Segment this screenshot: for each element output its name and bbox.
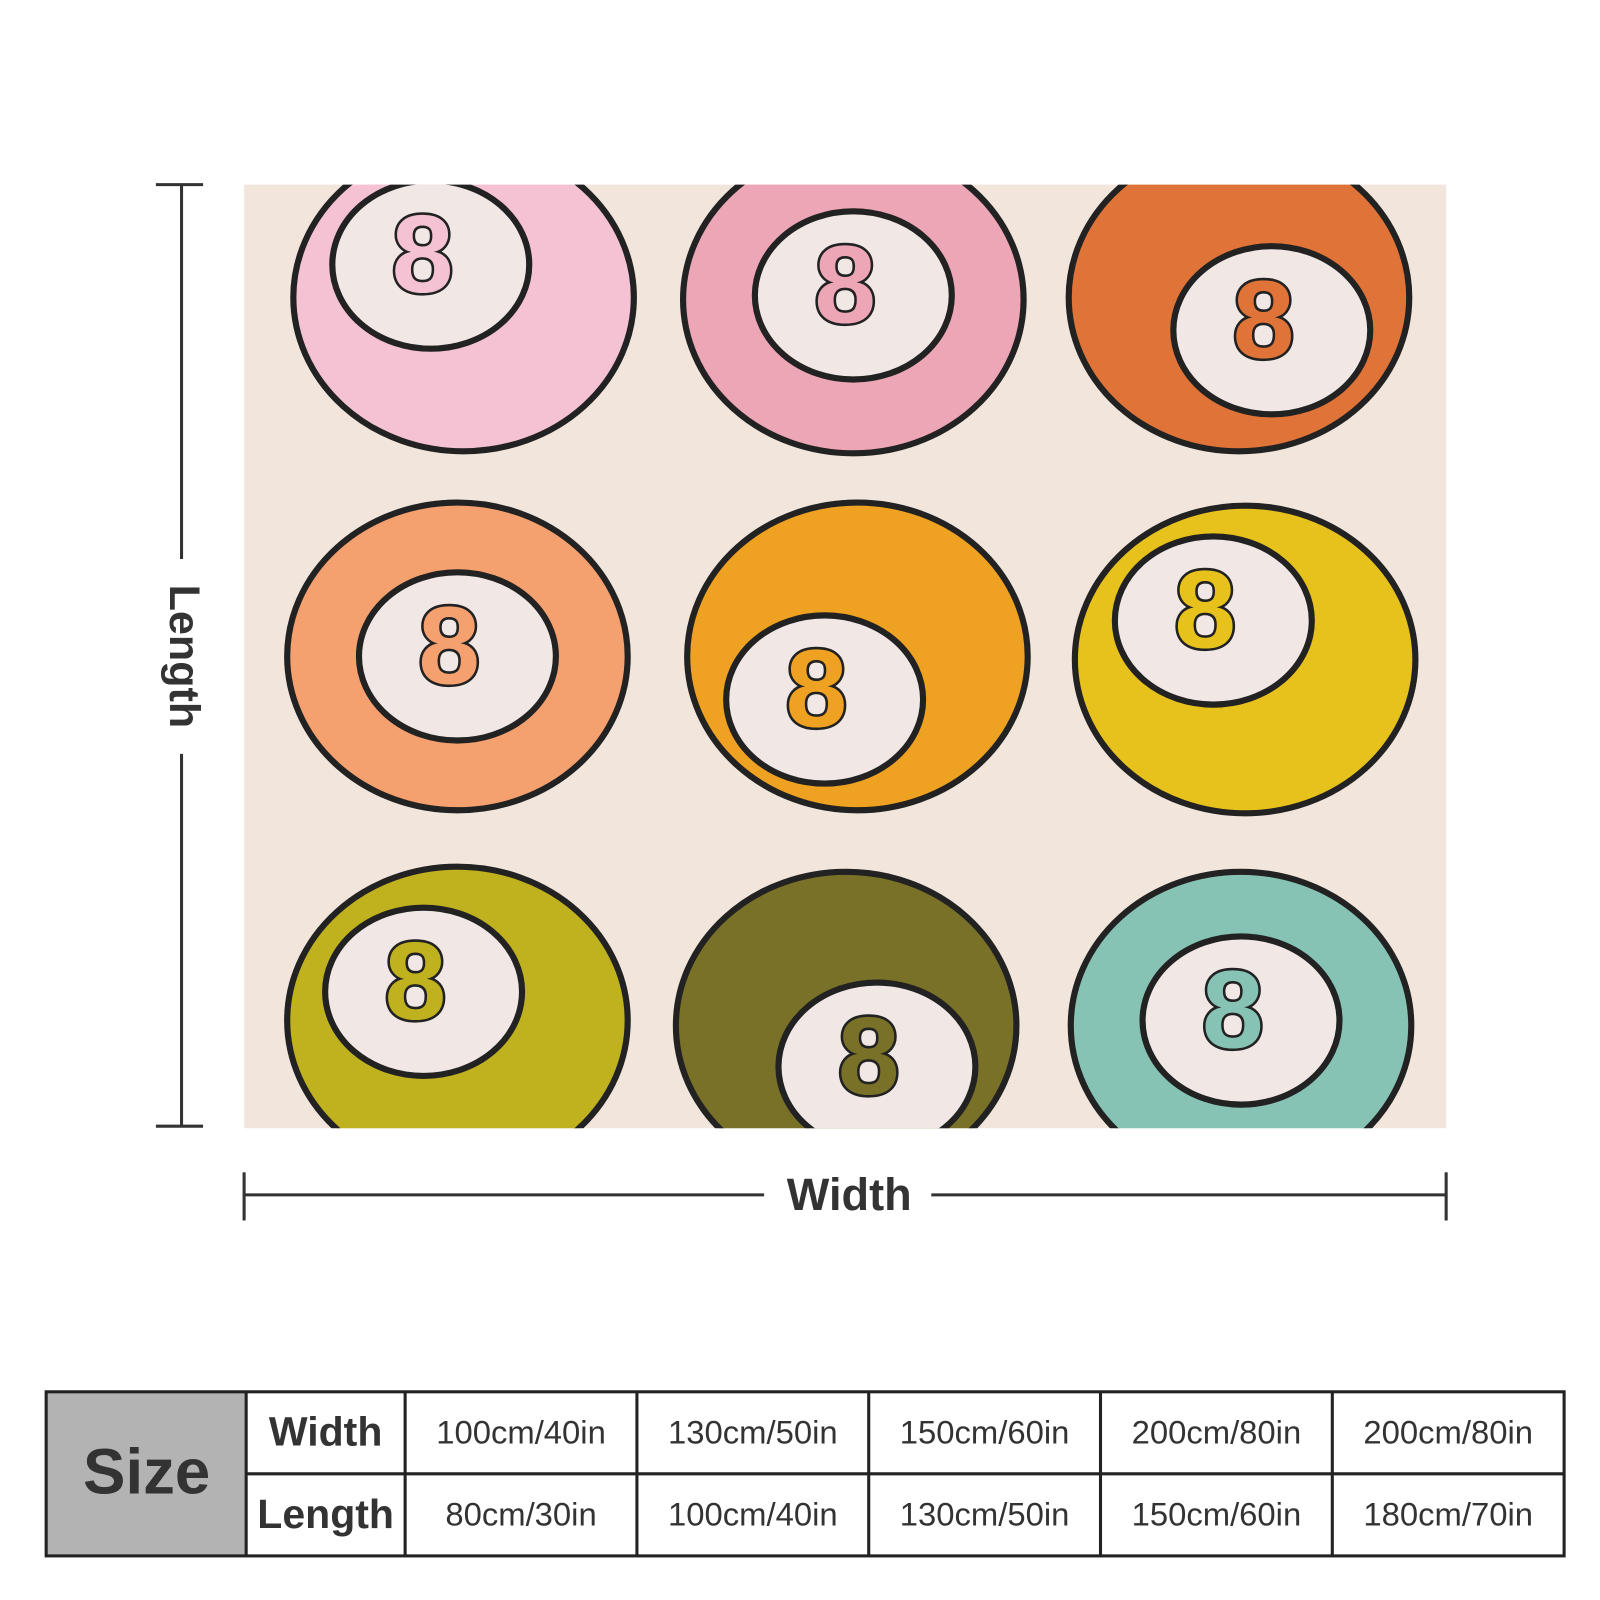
- ball-center: [1139, 933, 1343, 1108]
- ball-center: [1170, 243, 1374, 418]
- length-label: Length: [160, 585, 208, 729]
- row-header: Width: [269, 1409, 383, 1455]
- ball-number: 8: [1233, 258, 1295, 381]
- size-cell: 100cm/40in: [668, 1496, 838, 1533]
- size-cell: 180cm/70in: [1363, 1496, 1533, 1533]
- ball-number: 8: [385, 920, 447, 1043]
- row-header: Length: [257, 1491, 394, 1537]
- ball-center: [751, 208, 955, 383]
- ball-number: 8: [814, 224, 876, 347]
- size-cell: 130cm/50in: [668, 1414, 838, 1451]
- ball-number: 8: [1202, 949, 1264, 1072]
- size-cell: 200cm/80in: [1132, 1414, 1302, 1451]
- ball-center: [775, 979, 979, 1129]
- ball-center: [1111, 533, 1315, 708]
- ball-center: [723, 612, 927, 787]
- width-label: Width: [787, 1169, 912, 1220]
- size-cell: 200cm/80in: [1363, 1414, 1533, 1451]
- ball-center: [329, 184, 533, 352]
- width-marker: [242, 1172, 1448, 1221]
- ball-number: 8: [1174, 549, 1236, 672]
- ball-number: 8: [786, 628, 848, 751]
- size-table: Size Width 100cm/40in 130cm/50in 150cm/60in…: [44, 1390, 1566, 1558]
- table-borders: [44, 1390, 1566, 1558]
- ball-number: 8: [392, 193, 454, 316]
- ball-number: 8: [418, 585, 480, 708]
- size-cell: 80cm/30in: [445, 1496, 596, 1533]
- size-cell: 100cm/40in: [436, 1414, 606, 1451]
- ball-center: [322, 904, 526, 1079]
- ball-pattern: 8 8 8 8 8 8 8 8 8: [284, 184, 1419, 1129]
- size-cell: 130cm/50in: [900, 1496, 1070, 1533]
- length-marker: [155, 183, 204, 1128]
- size-cell: 150cm/60in: [900, 1414, 1070, 1451]
- size-header-cell: [46, 1391, 247, 1556]
- size-cell: 150cm/60in: [1132, 1496, 1302, 1533]
- ball-number: 8: [838, 995, 900, 1118]
- size-header: Size: [83, 1437, 210, 1508]
- ball-center: [355, 569, 559, 744]
